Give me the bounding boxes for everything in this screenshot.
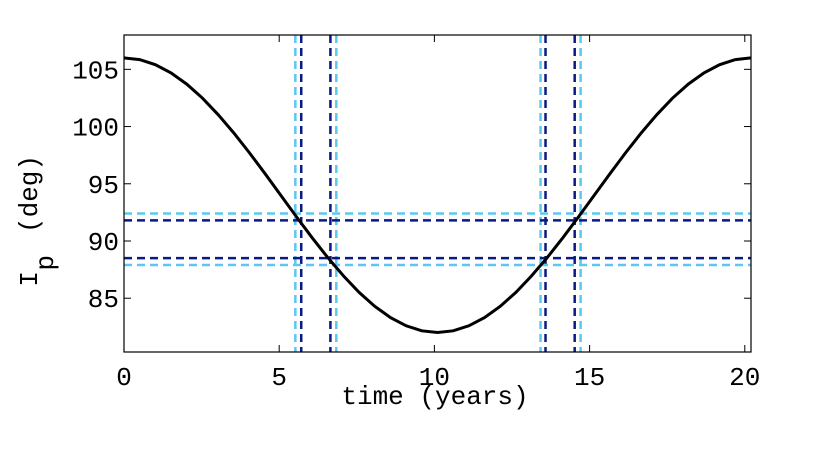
y-tick-label: 85 [88, 285, 119, 315]
y-label-main: I [15, 271, 45, 287]
y-tick-label: 95 [88, 171, 119, 201]
x-tick-label: 20 [729, 363, 760, 393]
plot-frame [123, 34, 752, 353]
x-tick-label: 15 [574, 363, 605, 393]
y-label-sub: p [31, 255, 61, 271]
y-tick-label: 105 [72, 56, 119, 86]
y-axis-label: I p (deg) [15, 155, 61, 287]
y-label-unit: (deg) [15, 155, 45, 233]
x-tick-label: 0 [116, 363, 132, 393]
x-axis-label: time (years) [341, 382, 528, 412]
x-tick-label: 10 [419, 363, 450, 393]
y-tick-label: 100 [72, 114, 119, 144]
data-line [123, 56, 752, 335]
x-tick-label: 5 [271, 363, 287, 393]
y-tick-label: 90 [88, 228, 119, 258]
